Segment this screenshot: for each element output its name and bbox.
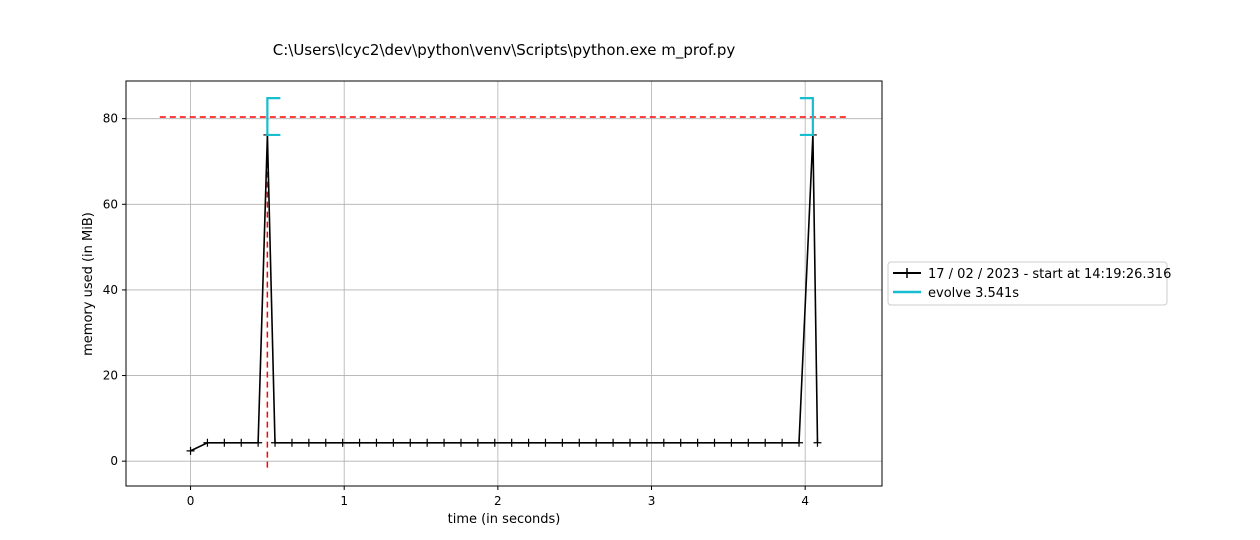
data-point-marker bbox=[287, 438, 296, 447]
data-point-marker bbox=[727, 438, 736, 447]
legend-marker-plus bbox=[902, 268, 912, 278]
function-end-bracket bbox=[799, 97, 814, 137]
data-point-marker bbox=[813, 438, 822, 447]
data-point-marker bbox=[423, 438, 432, 447]
data-point-marker bbox=[541, 438, 550, 447]
function-start-bracket bbox=[266, 97, 281, 137]
data-point-marker bbox=[321, 438, 330, 447]
data-point-marker bbox=[254, 438, 263, 447]
data-point-marker bbox=[558, 438, 567, 447]
data-point-marker bbox=[304, 438, 313, 447]
data-point-marker bbox=[271, 438, 280, 447]
x-tick-label: 2 bbox=[494, 494, 502, 508]
x-tick-label: 3 bbox=[648, 494, 656, 508]
chart-title: C:\Users\lcyc2\dev\python\venv\Scripts\p… bbox=[273, 41, 736, 60]
data-point-marker bbox=[203, 438, 212, 447]
data-point-marker bbox=[338, 438, 347, 447]
y-tick-label: 0 bbox=[110, 454, 118, 468]
data-point-marker bbox=[220, 438, 229, 447]
legend-box bbox=[887, 261, 1168, 306]
data-point-marker bbox=[389, 438, 398, 447]
data-point-marker bbox=[676, 438, 685, 447]
data-point-marker bbox=[473, 438, 482, 447]
x-tick-label: 1 bbox=[340, 494, 348, 508]
data-point-marker bbox=[744, 438, 753, 447]
data-point-marker bbox=[237, 438, 246, 447]
legend: 17 / 02 / 2023 - start at 14:19:26.316 e… bbox=[887, 261, 1171, 306]
data-point-marker bbox=[642, 438, 651, 447]
memory-line bbox=[190, 134, 819, 452]
legend-label-memory: 17 / 02 / 2023 - start at 14:19:26.316 bbox=[928, 267, 1171, 282]
legend-label-evolve: evolve 3.541s bbox=[928, 286, 1019, 301]
data-point-marker bbox=[795, 438, 804, 447]
data-point-marker bbox=[507, 438, 516, 447]
data-point-marker bbox=[456, 438, 465, 447]
data-point-marker bbox=[524, 438, 533, 447]
y-tick-label: 80 bbox=[103, 112, 118, 126]
y-tick-label: 20 bbox=[103, 369, 118, 383]
grid-lines bbox=[126, 81, 882, 486]
function-brackets bbox=[266, 97, 814, 137]
memory-series bbox=[186, 130, 822, 455]
data-point-marker bbox=[761, 438, 770, 447]
data-point-marker bbox=[186, 446, 195, 455]
y-tick-label: 40 bbox=[103, 283, 118, 297]
x-tick-label: 0 bbox=[187, 494, 195, 508]
data-point-marker bbox=[372, 438, 381, 447]
data-point-marker bbox=[406, 438, 415, 447]
y-axis-label: memory used (in MiB) bbox=[81, 212, 96, 356]
data-point-marker bbox=[592, 438, 601, 447]
data-point-marker bbox=[355, 438, 364, 447]
data-point-marker bbox=[575, 438, 584, 447]
data-point-marker bbox=[659, 438, 668, 447]
y-tick-label: 60 bbox=[103, 197, 118, 211]
x-axis-label: time (in seconds) bbox=[448, 512, 561, 527]
reference-lines bbox=[159, 98, 847, 468]
data-point-marker bbox=[609, 438, 618, 447]
data-point-marker bbox=[626, 438, 634, 447]
data-point-marker bbox=[440, 438, 449, 447]
data-point-marker bbox=[778, 438, 787, 447]
data-point-marker bbox=[490, 438, 499, 447]
axes-frame bbox=[125, 80, 883, 487]
data-point-marker bbox=[693, 438, 702, 447]
x-tick-label: 4 bbox=[801, 494, 809, 508]
data-point-marker bbox=[710, 438, 719, 447]
